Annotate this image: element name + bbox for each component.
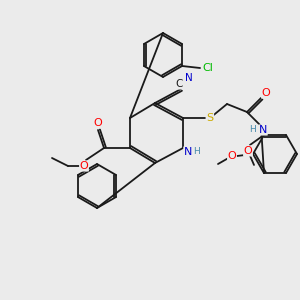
Text: H: H — [194, 146, 200, 155]
Text: O: O — [244, 146, 252, 156]
Text: O: O — [94, 118, 102, 128]
Text: N: N — [184, 147, 192, 157]
Text: N: N — [185, 73, 193, 83]
Text: H: H — [250, 125, 256, 134]
Text: S: S — [206, 113, 214, 123]
Text: O: O — [262, 88, 270, 98]
Text: O: O — [80, 161, 88, 171]
Text: C: C — [175, 79, 183, 89]
Text: O: O — [228, 151, 236, 161]
Text: Cl: Cl — [202, 63, 214, 73]
Text: N: N — [259, 125, 267, 135]
